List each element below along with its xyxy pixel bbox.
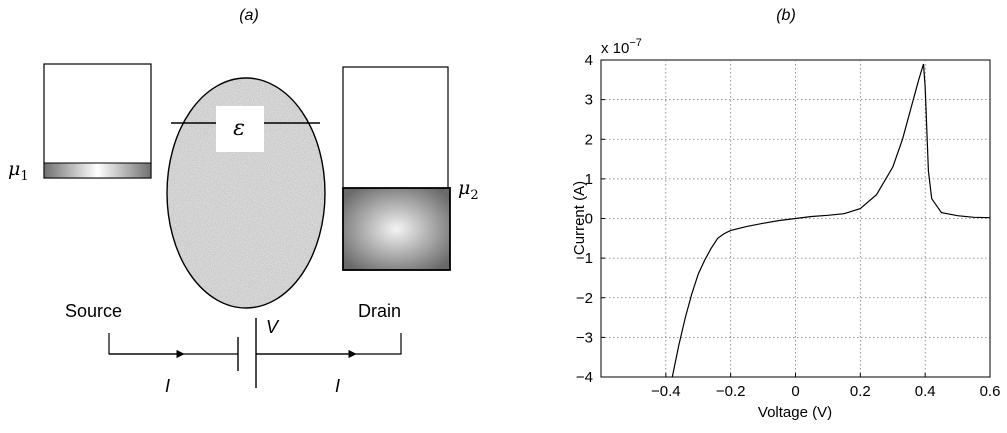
x-tick-label: 0.6 — [980, 383, 1001, 400]
y-tick-label: −1 — [576, 250, 593, 267]
y-tick-label: −2 — [576, 290, 593, 307]
drain-contact: μ2 — [342, 66, 479, 271]
x-tick-labels: −0.4 −0.2 0 0.2 0.4 0.6 — [651, 373, 1000, 400]
circuit: Source Drain V I I — [65, 301, 402, 396]
y-multiplier: x 10−7 — [601, 37, 642, 57]
y-tick-label: −3 — [576, 329, 593, 346]
grid-vertical — [665, 60, 926, 377]
dot-outline — [166, 77, 326, 309]
quantum-dot: ε — [166, 77, 326, 309]
current-label-right: I — [335, 376, 340, 396]
mu1-label: μ1 — [8, 158, 29, 184]
wire-left — [108, 333, 238, 355]
x-tick-label: 0.4 — [915, 383, 936, 400]
y-tick-label: −4 — [576, 369, 593, 386]
panel-a-label: (a) — [239, 7, 259, 24]
source-contact-box — [43, 63, 152, 179]
source-fermi-level — [43, 162, 152, 179]
y-tick-labels: −4 −3 −2 −1 0 1 2 3 4 — [576, 52, 605, 386]
iv-chart: −0.4 −0.2 0 0.2 0.4 0.6 −4 −3 −2 −1 0 1 2 3 4 Voltage… — [571, 37, 1000, 421]
source-contact: μ1 — [8, 63, 152, 184]
mu2-label: μ2 — [458, 177, 479, 203]
x-tick-label: −0.4 — [651, 383, 681, 400]
y-tick-label: 3 — [585, 92, 593, 109]
y-tick-label: 4 — [585, 52, 593, 69]
grid-horizontal — [601, 99, 990, 338]
x-tick-label: 0.2 — [850, 383, 871, 400]
panel-a: (a) μ1 ε μ2 Source Drain V I I — [8, 7, 479, 396]
source-label: Source — [65, 301, 122, 321]
current-label-left: I — [165, 376, 170, 396]
y-tick-label: 1 — [585, 171, 593, 188]
y-tick-label: 2 — [585, 131, 593, 148]
drain-label: Drain — [358, 301, 401, 321]
panel-b-label: (b) — [776, 7, 796, 24]
y-axis-label: Current (A) — [571, 181, 588, 255]
epsilon-background — [216, 106, 264, 152]
x-axis-label: Voltage (V) — [758, 404, 832, 421]
drain-fermi-level — [342, 187, 451, 271]
y-tick-label: 0 — [585, 211, 593, 228]
x-tick-label: −0.2 — [716, 383, 746, 400]
series-line-current — [671, 63, 991, 378]
panel-b: (b) −0.4 −0.2 0 0.2 0.4 0.6 −4 −3 −2 −1 0 1 2 3 4 Vol… — [571, 7, 1000, 421]
x-tick-label: 0 — [791, 383, 799, 400]
epsilon-label: ε — [233, 116, 245, 141]
voltage-label: V — [266, 317, 280, 337]
